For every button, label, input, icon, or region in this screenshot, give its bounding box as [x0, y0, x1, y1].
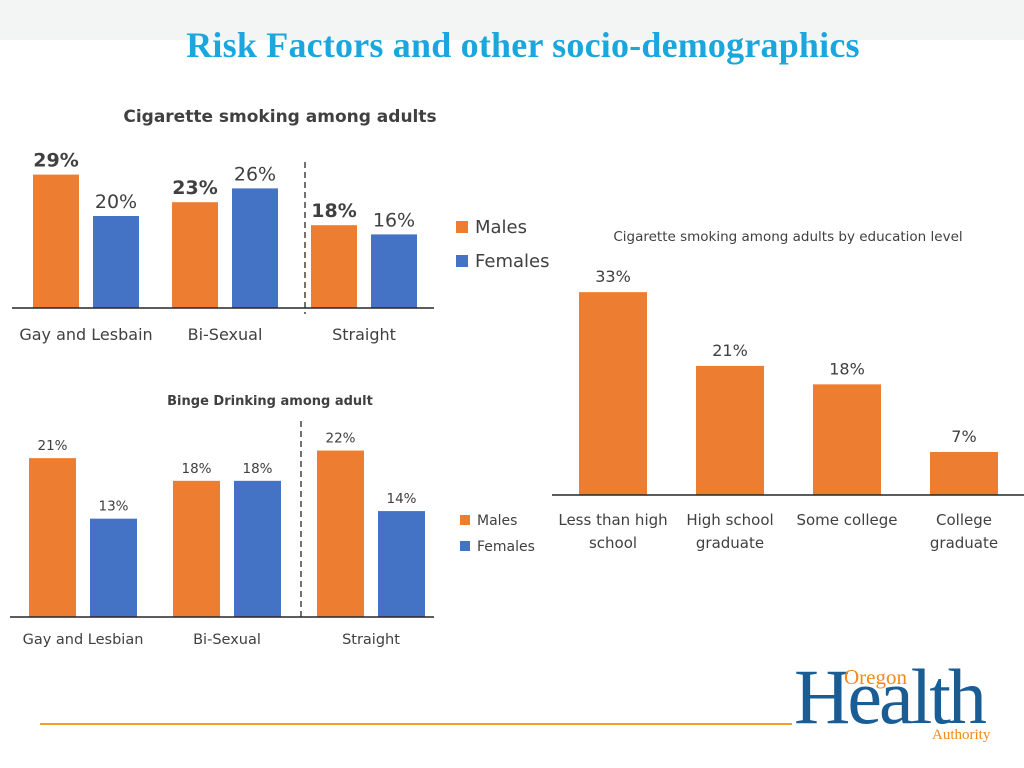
logo-authority-text: Authority: [931, 727, 992, 744]
data-label: 21%: [37, 438, 67, 454]
category-label: school: [589, 534, 637, 552]
data-label: 18%: [181, 461, 211, 477]
smoking-chart-canvas: Cigarette smoking among adults 29% 20% Gay …: [12, 107, 549, 344]
category-label: Less than high: [558, 511, 667, 529]
bar-males-0: [29, 458, 76, 617]
data-label: 18%: [829, 359, 865, 378]
category-label: Bi-Sexual: [188, 325, 263, 344]
category-label: Some college: [796, 511, 897, 529]
education-chart-canvas: Cigarette smoking among adults by educat…: [552, 229, 1024, 552]
category-label: Straight: [332, 325, 396, 344]
category-label: College: [936, 511, 992, 529]
slide-title: Risk Factors and other socio-demographic…: [186, 25, 860, 65]
binge-chart-canvas: Binge Drinking among adult 21% 13% Gay and …: [10, 394, 535, 648]
bar-males-2: [311, 225, 357, 308]
bar-males-0: [33, 174, 79, 308]
legend-label-females: Females: [475, 251, 549, 272]
category-label: Bi-Sexual: [193, 632, 261, 648]
bar-females-1: [232, 188, 278, 308]
data-label: 23%: [172, 177, 217, 199]
smoking-by-orientation-chart: Cigarette smoking among adults 29% 20% Gay …: [8, 96, 554, 351]
chart-title: Cigarette smoking among adults by educat…: [613, 229, 962, 245]
data-label: 29%: [33, 150, 78, 172]
category-label: graduate: [696, 534, 764, 552]
legend-swatch-males: [460, 515, 470, 525]
data-label: 18%: [311, 200, 356, 222]
chart-title: Binge Drinking among adult: [167, 394, 373, 409]
data-label: 18%: [242, 461, 272, 477]
bar-education-2: [813, 384, 881, 495]
smoking-by-education-chart: Cigarette smoking among adults by educat…: [552, 218, 1024, 558]
bar-males-1: [173, 480, 220, 617]
footer-divider: [40, 723, 792, 725]
legend-label-females: Females: [477, 539, 535, 555]
legend-label-males: Males: [477, 513, 517, 529]
legend-swatch-males: [456, 221, 468, 233]
bar-males-2: [317, 450, 364, 617]
data-label: 33%: [595, 267, 631, 286]
category-label: Gay and Lesbian: [23, 632, 144, 648]
bar-females-1: [234, 480, 281, 617]
category-label: High school: [686, 511, 773, 529]
oregon-health-authority-logo: Health Oregon Authority: [792, 653, 1002, 750]
data-label: 14%: [386, 491, 416, 507]
category-label: graduate: [930, 534, 998, 552]
legend-swatch-females: [460, 541, 470, 551]
data-label: 13%: [98, 499, 128, 515]
bar-education-0: [579, 292, 647, 495]
data-label: 16%: [373, 209, 415, 231]
bar-males-1: [172, 202, 218, 308]
bar-females-0: [90, 518, 137, 617]
bar-females-2: [371, 234, 417, 308]
data-label: 20%: [95, 191, 137, 213]
data-label: 21%: [712, 341, 748, 360]
legend-label-males: Males: [475, 217, 527, 238]
binge-drinking-chart: Binge Drinking among adult 21% 13% Gay and …: [10, 381, 535, 651]
category-label: Gay and Lesbain: [19, 325, 152, 344]
legend-swatch-females: [456, 255, 468, 267]
bar-education-3: [930, 451, 998, 495]
logo-oregon-text: Oregon: [844, 665, 907, 689]
chart-title: Cigarette smoking among adults: [123, 107, 436, 127]
bar-education-1: [696, 365, 764, 495]
header-band: [0, 0, 1024, 40]
data-label: 22%: [325, 431, 355, 447]
data-label: 26%: [234, 163, 276, 185]
logo-health-text: Health: [794, 653, 987, 740]
category-label: Straight: [342, 632, 400, 648]
bar-females-2: [378, 511, 425, 617]
data-label: 7%: [951, 427, 976, 446]
bar-females-0: [93, 216, 139, 308]
